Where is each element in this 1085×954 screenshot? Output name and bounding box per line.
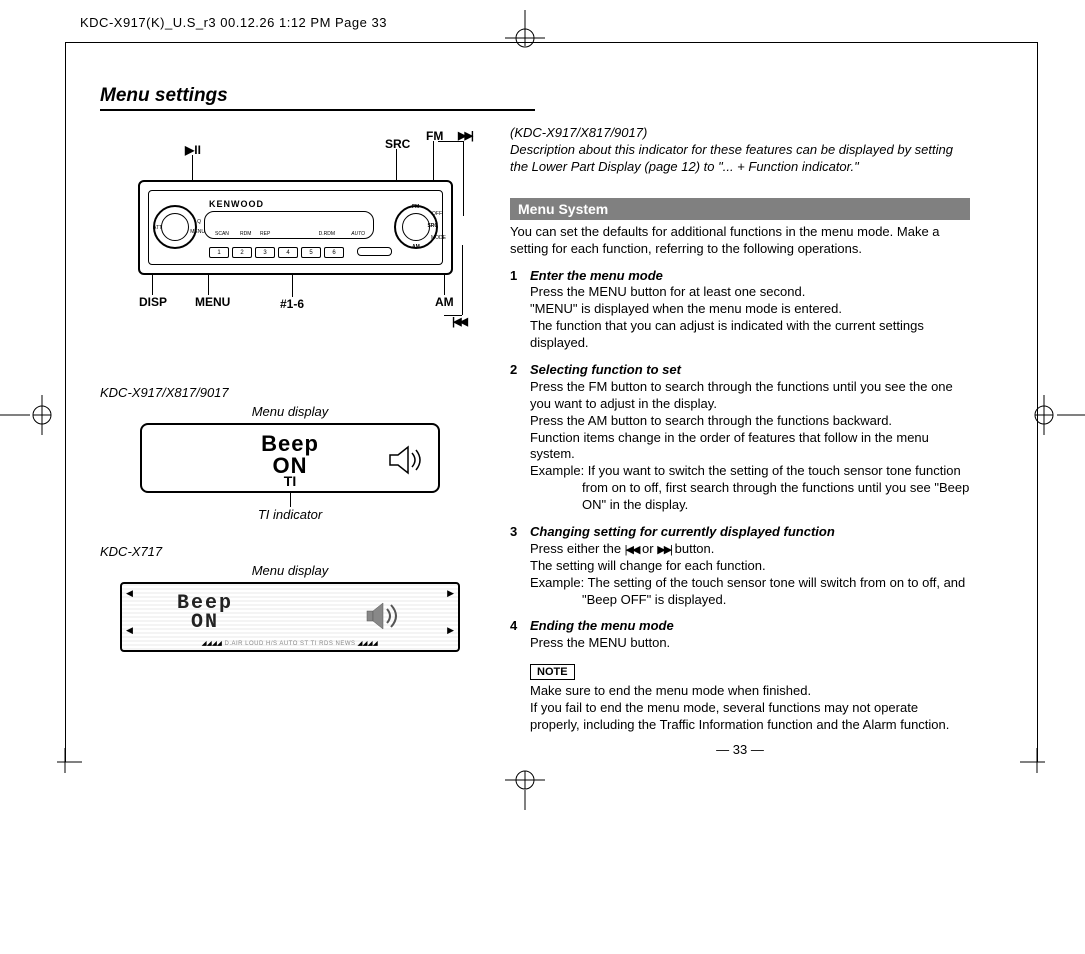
label-preset: #1-6 (280, 297, 304, 311)
step-line: The setting will change for each functio… (530, 558, 970, 575)
label-rew: |◀◀ (452, 315, 466, 328)
model1-caption-top: Menu display (140, 404, 440, 419)
lcd-scan: SCAN (215, 231, 229, 237)
step-line: Press the FM button to search through th… (530, 379, 970, 413)
menu-system-heading: Menu System (510, 198, 970, 220)
knob-am: AM (412, 244, 420, 250)
knob-att: ATT (153, 225, 162, 231)
step-num: 2 (510, 362, 530, 514)
label-menu: MENU (195, 295, 230, 309)
brand-text: KENWOOD (209, 199, 264, 209)
headunit-lcd: SCAN RDM REP D.RDM AUTO (204, 211, 374, 239)
cassette-slot (357, 247, 392, 256)
preset-btn: 6 (324, 247, 344, 258)
preset-btn: 4 (278, 247, 298, 258)
step-line: Press either the |◀◀ or ▶▶| button. (530, 541, 970, 558)
label-am: AM (435, 295, 454, 309)
step-line: "MENU" is displayed when the menu mode i… (530, 301, 970, 318)
lcd-rep: REP (260, 231, 270, 237)
model2-display: ◀ ◀ ▶ ▶ Beep ON ◢◢◢◢ D.AIR LOUD H/S (120, 582, 460, 652)
preset-btn: 2 (232, 247, 252, 258)
knob-fm: FM (412, 204, 419, 210)
step-2: 2 Selecting function to set Press the FM… (510, 362, 970, 514)
step-example: Example: If you want to switch the setti… (530, 463, 970, 514)
model2-text: Beep ON (177, 594, 233, 632)
lcd-drdm: D.RDM (319, 231, 335, 237)
left-knob: ATT Q MENU (153, 205, 197, 249)
left-column: ▶II SRC FM ▶▶| DISP MENU #1-6 AM |◀◀ (100, 125, 480, 757)
knob-src: SRC (427, 223, 438, 229)
speaker-icon (388, 445, 424, 480)
page-content: Menu settings ▶II SRC FM ▶▶| DISP MENU #… (100, 85, 995, 740)
step-line: Press the AM button to search through th… (530, 413, 970, 430)
model2-name: KDC-X717 (100, 544, 480, 559)
model1-name: KDC-X917/X817/9017 (100, 385, 480, 400)
speaker-icon-2 (361, 599, 403, 638)
step-line: Press the MENU button. (530, 635, 970, 652)
step-num: 3 (510, 524, 530, 608)
knob-q: Q (197, 219, 201, 225)
preset-btn: 3 (255, 247, 275, 258)
model2-caption-top: Menu display (120, 563, 460, 578)
step-title: Ending the menu mode (530, 618, 970, 635)
label-disp: DISP (139, 295, 167, 309)
note-label: NOTE (530, 664, 575, 680)
right-column: (KDC-X917/X817/9017) Description about t… (510, 125, 970, 757)
lcd-auto: AUTO (351, 231, 365, 237)
model1-caption-bottom: TI indicator (140, 507, 440, 522)
model1-display: Beep ON TI (140, 423, 440, 493)
step-title: Changing setting for currently displayed… (530, 524, 970, 541)
knob-off: OFF (432, 211, 442, 217)
step-num: 1 (510, 268, 530, 352)
steps-list: 1 Enter the menu mode Press the MENU but… (510, 268, 970, 653)
crop-mark-left (0, 390, 65, 440)
step-title: Selecting function to set (530, 362, 970, 379)
step-4: 4 Ending the menu mode Press the MENU bu… (510, 618, 970, 652)
step-line: Function items change in the order of fe… (530, 430, 970, 464)
label-src: SRC (385, 137, 410, 151)
note-body: Make sure to end the menu mode when fini… (530, 683, 970, 734)
model2-status: ◢◢◢◢ D.AIR LOUD H/S AUTO ST TI RDS NEWS … (130, 640, 450, 647)
status-text: D.AIR LOUD H/S AUTO ST TI RDS NEWS (224, 641, 355, 647)
ti-indicator: TI (284, 473, 296, 489)
knob-menu: MENU (190, 229, 205, 235)
model2-line2: ON (191, 611, 219, 634)
right-desc: Description about this indicator for the… (510, 142, 970, 176)
preset-button-row: 1 2 3 4 5 6 (209, 247, 344, 258)
right-models: (KDC-X917/X817/9017) (510, 125, 970, 140)
step-line: Press the MENU button for at least one s… (530, 284, 970, 301)
preset-btn: 5 (301, 247, 321, 258)
step-3: 3 Changing setting for currently display… (510, 524, 970, 608)
right-knob: FM SRC AM MODE OFF (394, 205, 438, 249)
lcd-rdm: RDM (240, 231, 251, 237)
crop-mark-bottom (500, 760, 550, 810)
preset-btn: 1 (209, 247, 229, 258)
step-line: The function that you can adjust is indi… (530, 318, 970, 352)
step-example: Example: The setting of the touch sensor… (530, 575, 970, 609)
headunit-diagram: ▶II SRC FM ▶▶| DISP MENU #1-6 AM |◀◀ (100, 125, 480, 360)
step-1: 1 Enter the menu mode Press the MENU but… (510, 268, 970, 352)
section-title: Menu settings (100, 85, 535, 111)
menu-system-intro: You can set the defaults for additional … (510, 224, 970, 258)
page-number: — 33 — (510, 742, 970, 757)
step-num: 4 (510, 618, 530, 652)
step-title: Enter the menu mode (530, 268, 970, 285)
knob-mode: MODE (431, 235, 446, 241)
print-header: KDC-X917(K)_U.S_r3 00.12.26 1:12 PM Page… (80, 15, 387, 30)
headunit-body: KENWOOD SCAN RDM REP D.RDM AUTO ATT Q (138, 180, 453, 275)
